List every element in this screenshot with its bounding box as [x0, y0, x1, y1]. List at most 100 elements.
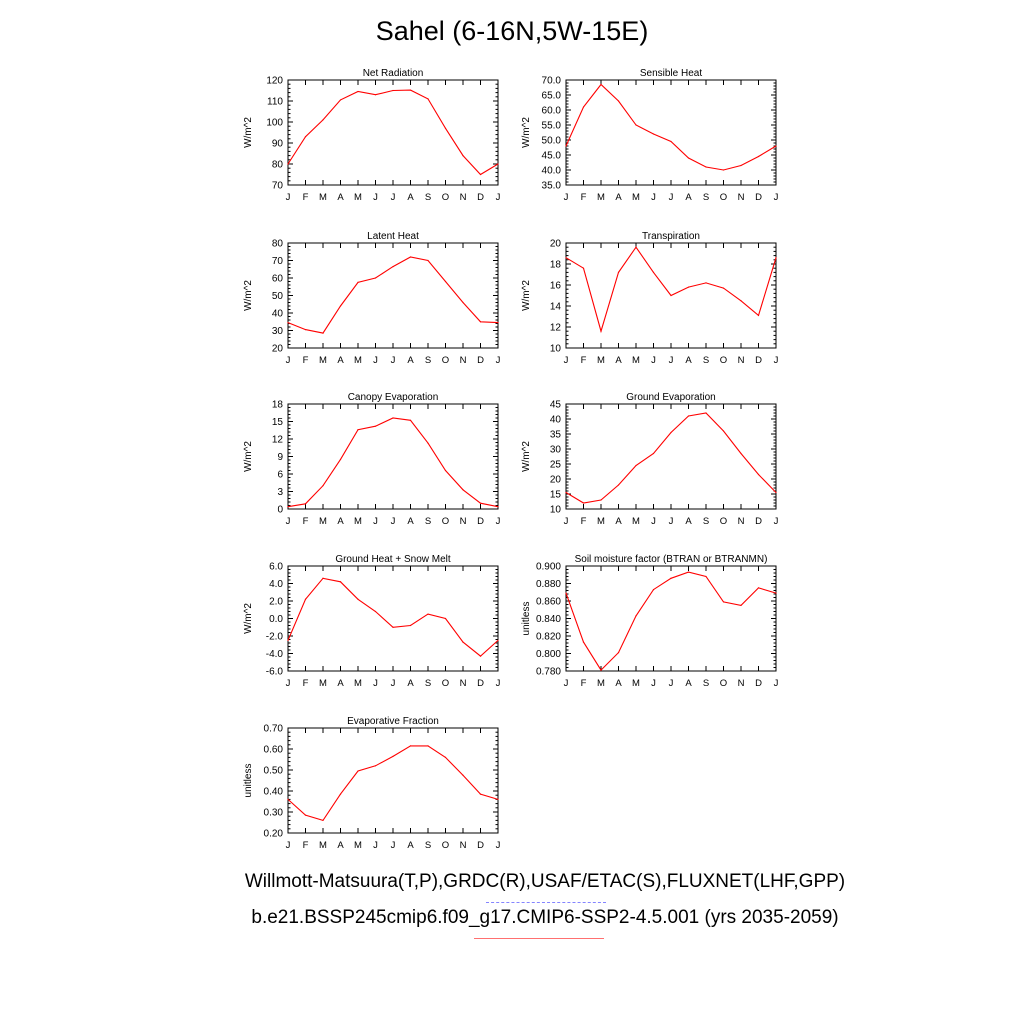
y-tick-label: 2.0 — [269, 597, 283, 608]
x-tick-label: A — [337, 678, 344, 689]
x-tick-label: M — [319, 192, 327, 203]
panel-title: Latent Heat — [367, 231, 419, 242]
data-point — [357, 281, 359, 283]
data-point — [462, 774, 464, 776]
data-point — [357, 90, 359, 93]
chart-panel-8: Soil moisture factor (BTRAN or BTRANMN) u… — [521, 554, 779, 689]
x-tick-label: F — [303, 355, 309, 366]
x-tick-label: M — [632, 516, 640, 527]
data-point — [287, 506, 289, 508]
y-tick-label: 30 — [550, 445, 562, 456]
x-tick-label: M — [597, 678, 605, 689]
x-tick-label: D — [477, 192, 484, 203]
data-point — [462, 489, 464, 491]
y-axis-label: W/m^2 — [243, 441, 254, 472]
data-point — [444, 756, 447, 759]
data-point — [444, 127, 447, 129]
data-point — [444, 469, 447, 472]
y-tick-label: 55.0 — [542, 121, 562, 132]
data-point — [635, 124, 637, 126]
data-point — [775, 145, 777, 147]
plot-frame — [287, 727, 499, 834]
data-point — [740, 300, 742, 302]
data-point — [670, 431, 672, 434]
x-tick-label: N — [460, 192, 467, 203]
data-point — [339, 305, 342, 307]
data-point — [479, 793, 482, 795]
x-tick-label: J — [391, 678, 396, 689]
data-point — [304, 598, 307, 600]
x-tick-label: N — [738, 192, 745, 203]
data-point — [722, 169, 725, 171]
x-tick-label: F — [303, 678, 309, 689]
y-axis-label: W/m^2 — [521, 280, 532, 311]
y-axis-label: unitless — [521, 602, 532, 636]
y-tick-label: 0.70 — [264, 724, 284, 735]
data-point — [687, 286, 690, 288]
data-point — [304, 136, 307, 138]
data-point — [635, 615, 637, 617]
x-tick-label: J — [774, 355, 779, 366]
y-tick-label: -4.0 — [266, 649, 284, 660]
panel-title: Sensible Heat — [640, 68, 702, 79]
data-point — [565, 592, 567, 594]
data-point — [427, 442, 429, 444]
x-tick-label: J — [286, 516, 291, 527]
x-tick-label: J — [669, 678, 674, 689]
y-tick-label: 0.840 — [536, 614, 561, 625]
data-point — [600, 83, 602, 86]
y-tick-label: 60 — [272, 274, 284, 285]
data-point — [740, 604, 742, 606]
data-point — [409, 89, 412, 91]
y-tick-label: 15 — [550, 490, 562, 501]
data-point — [582, 267, 585, 269]
y-tick-label: 40.0 — [542, 166, 562, 177]
data-point — [757, 155, 760, 158]
data-point — [687, 571, 690, 573]
x-tick-label: S — [703, 192, 709, 203]
y-tick-label: 60.0 — [542, 106, 562, 117]
y-axis-label: W/m^2 — [243, 603, 254, 634]
data-point — [374, 277, 377, 279]
data-point — [775, 257, 777, 259]
x-tick-label: A — [407, 192, 414, 203]
data-point — [427, 613, 429, 615]
y-tick-label: 0.50 — [264, 766, 284, 777]
x-tick-label: N — [738, 678, 745, 689]
x-tick-label: M — [354, 840, 362, 851]
y-tick-label: 100 — [266, 118, 283, 129]
x-tick-label: A — [685, 678, 692, 689]
y-tick-label: 90 — [272, 139, 284, 150]
panel-title: Soil moisture factor (BTRAN or BTRANMN) — [575, 554, 768, 565]
panel-title: Transpiration — [642, 231, 700, 242]
panel-title: Ground Heat + Snow Melt — [335, 554, 451, 565]
x-tick-label: M — [632, 355, 640, 366]
observations-legend-line — [486, 902, 606, 903]
x-tick-label: M — [319, 355, 327, 366]
panel-title: Canopy Evaporation — [348, 392, 439, 403]
x-tick-label: D — [477, 516, 484, 527]
observations-caption: Willmott-Matsuura(T,P),GRDC(R),USAF/ETAC… — [244, 871, 846, 892]
panel-title: Ground Evaporation — [626, 392, 716, 403]
data-point — [444, 617, 447, 620]
x-tick-label: S — [425, 192, 431, 203]
series-line — [565, 571, 777, 671]
x-tick-label: J — [651, 678, 656, 689]
x-tick-label: A — [337, 355, 344, 366]
x-tick-label: J — [373, 678, 378, 689]
x-tick-label: F — [303, 192, 309, 203]
x-tick-label: D — [755, 516, 762, 527]
y-axis-label: unitless — [243, 764, 254, 798]
y-tick-label: 35 — [550, 430, 562, 441]
data-point — [722, 601, 725, 603]
data-point — [617, 100, 620, 102]
x-tick-label: S — [425, 678, 431, 689]
x-tick-label: A — [337, 840, 344, 851]
y-tick-label: 0.880 — [536, 579, 561, 590]
x-tick-label: F — [581, 355, 587, 366]
y-tick-label: 0.800 — [536, 649, 561, 660]
x-tick-label: A — [615, 516, 622, 527]
data-point — [652, 589, 655, 591]
model-caption: b.e21.BSSP245cmip6.f09_g17.CMIP6-SSP2-4.… — [251, 907, 839, 928]
data-point — [304, 814, 307, 816]
